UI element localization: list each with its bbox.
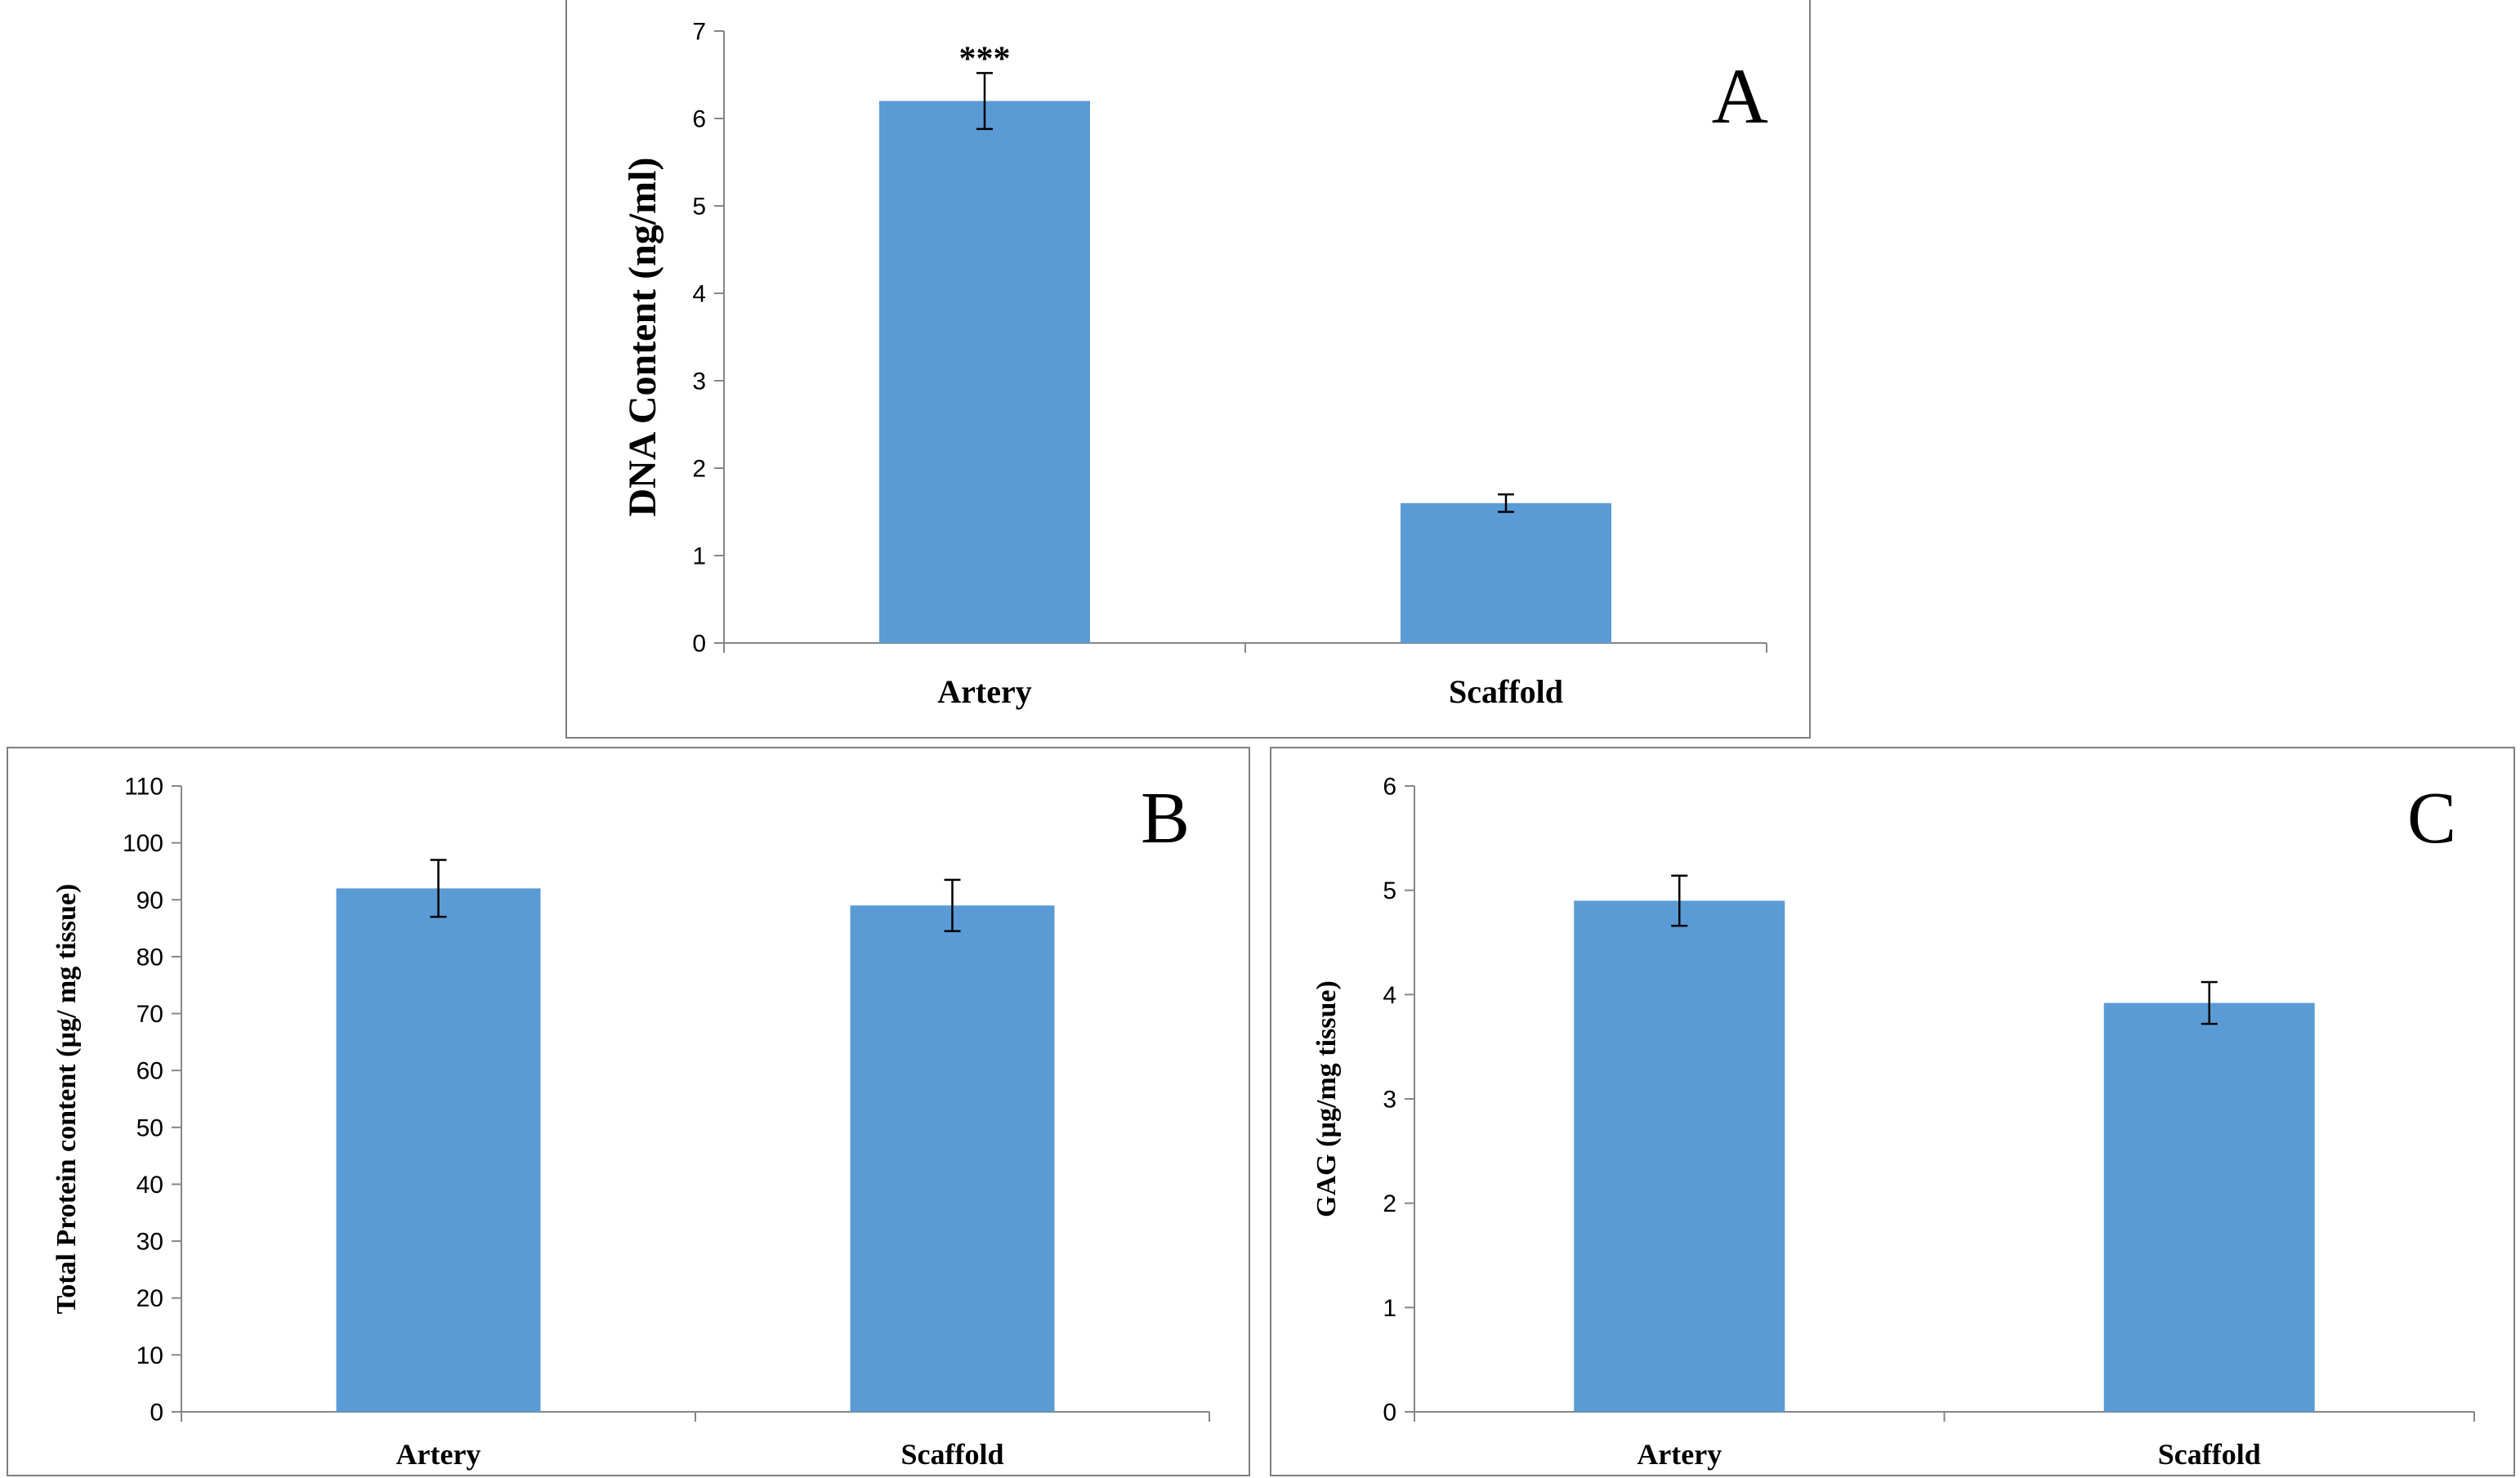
y-tick-label: 0 [692, 631, 706, 658]
y-tick-label: 90 [136, 887, 163, 914]
panel-letter: B [1141, 778, 1190, 859]
y-tick-label: 40 [136, 1172, 163, 1199]
y-tick-label: 2 [1383, 1190, 1396, 1217]
bar-scaffold [2103, 1002, 2315, 1412]
y-tick-label: 4 [1383, 982, 1396, 1009]
category-label: Scaffold [1449, 673, 1563, 710]
category-label: Artery [1637, 1438, 1722, 1471]
chart-b: 0 10 20 30 40 50 60 70 80 90 100 110 Artery Scaffold T… [51, 774, 1210, 1471]
y-tick-label: 20 [136, 1285, 163, 1312]
y-tick-label: 100 [123, 830, 163, 857]
y-tick-label: 110 [124, 774, 163, 801]
y-tick-label: 0 [150, 1400, 163, 1427]
y-tick-label: 60 [136, 1058, 163, 1085]
y-tick-label: 5 [1383, 877, 1396, 904]
y-axis-label: GAG (µg/mg tissue) [1311, 980, 1342, 1217]
y-tick-label: 30 [136, 1229, 163, 1256]
y-tick-label: 7 [692, 19, 706, 46]
y-tick-label: 2 [692, 456, 706, 483]
y-tick-label: 10 [136, 1342, 163, 1369]
panel-b: 0 10 20 30 40 50 60 70 80 90 100 110 Artery Scaffold T… [7, 747, 1250, 1476]
y-tick-label: 4 [692, 281, 706, 308]
significance-label: *** [959, 40, 1011, 78]
y-axis-label: Total Protein content (µg/ mg tissue) [51, 884, 82, 1315]
y-tick-label: 0 [1383, 1400, 1396, 1427]
category-label: Scaffold [2158, 1438, 2261, 1471]
panel-letter: A [1712, 52, 1768, 140]
y-tick-label: 3 [1383, 1087, 1396, 1114]
bar-artery [879, 100, 1090, 644]
category-label: Artery [396, 1438, 481, 1471]
panel-a: 0 1 2 3 4 5 6 7 *** Artery Scaffold DNA Content (ng… [565, 0, 1811, 739]
y-tick-label: 6 [1383, 774, 1396, 801]
chart-c: 0 1 2 3 4 5 6 Artery Scaffold GAG (µg/mg tissue) C [1311, 774, 2475, 1471]
bar-scaffold [1401, 502, 1611, 643]
category-label: Scaffold [901, 1438, 1004, 1471]
panel-letter: C [2407, 778, 2456, 859]
bar-artery [336, 888, 541, 1412]
y-tick-label: 6 [692, 106, 706, 133]
chart-a: 0 1 2 3 4 5 6 7 *** Artery Scaffold DNA Content (ng… [621, 19, 1768, 711]
y-tick-label: 70 [136, 1001, 163, 1028]
y-axis-label: DNA Content (ng/ml) [621, 158, 664, 517]
y-tick-label: 1 [1383, 1295, 1396, 1322]
category-label: Artery [937, 673, 1031, 710]
y-tick-label: 50 [136, 1114, 163, 1141]
bar-scaffold [850, 905, 1055, 1412]
y-tick-label: 1 [692, 543, 706, 570]
y-tick-label: 3 [692, 368, 706, 395]
panel-c: 0 1 2 3 4 5 6 Artery Scaffold GAG (µg/mg tissue) C [1270, 747, 2515, 1476]
y-tick-label: 80 [136, 944, 163, 971]
bar-artery [1574, 900, 1785, 1412]
y-tick-label: 5 [692, 194, 706, 221]
